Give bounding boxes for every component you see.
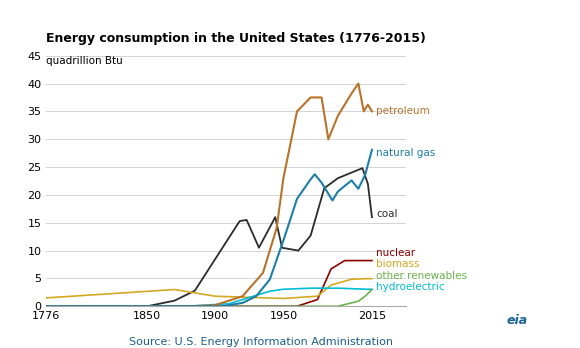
Text: nuclear: nuclear [376, 248, 415, 258]
Text: other renewables: other renewables [376, 271, 467, 280]
Text: hydroelectric: hydroelectric [376, 282, 445, 292]
Text: eia: eia [507, 314, 528, 327]
Text: petroleum: petroleum [376, 106, 430, 116]
Text: biomass: biomass [376, 260, 419, 269]
Text: Energy consumption in the United States (1776-2015): Energy consumption in the United States … [46, 32, 426, 45]
Text: quadrillion Btu: quadrillion Btu [46, 56, 123, 66]
Text: coal: coal [376, 209, 397, 219]
Text: natural gas: natural gas [376, 148, 435, 158]
Text: Source: U.S. Energy Information Administration: Source: U.S. Energy Information Administ… [129, 337, 393, 347]
